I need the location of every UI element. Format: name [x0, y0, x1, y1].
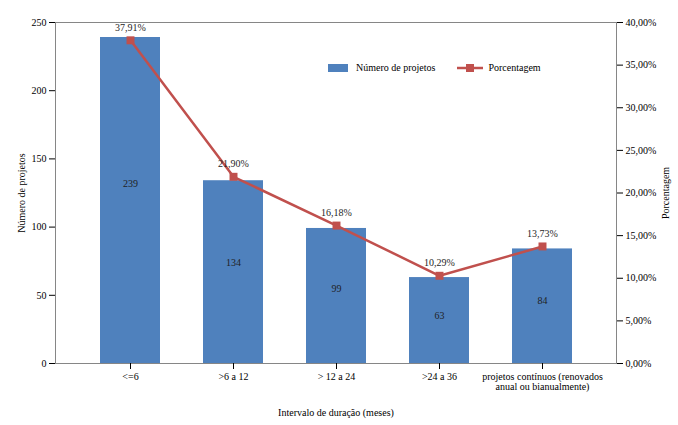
- svg-text:13,73%: 13,73%: [527, 228, 558, 239]
- svg-text:100: 100: [32, 221, 47, 232]
- svg-text:63: 63: [435, 310, 445, 321]
- svg-text:84: 84: [538, 295, 548, 306]
- svg-text:16,18%: 16,18%: [321, 207, 352, 218]
- svg-text:>24 a 36: >24 a 36: [422, 371, 457, 382]
- svg-text:37,91%: 37,91%: [115, 22, 146, 33]
- html-text:Número de projetos: Número de projetos: [356, 62, 436, 73]
- svg-text:Intervalo de duração (meses): Intervalo de duração (meses): [278, 407, 394, 419]
- svg-text:Porcentagem: Porcentagem: [660, 167, 671, 219]
- html-text:Porcentagem: Porcentagem: [488, 62, 541, 73]
- svg-text:10,00%: 10,00%: [626, 272, 657, 283]
- svg-text:10,29%: 10,29%: [424, 257, 455, 268]
- svg-text:35,00%: 35,00%: [626, 59, 657, 70]
- svg-text:40,00%: 40,00%: [626, 17, 657, 28]
- svg-text:200: 200: [32, 85, 47, 96]
- svg-text:25,00%: 25,00%: [626, 145, 657, 156]
- svg-text:99: 99: [332, 283, 342, 294]
- svg-text:Número de projetos: Número de projetos: [16, 153, 27, 233]
- svg-text:30,00%: 30,00%: [626, 102, 657, 113]
- svg-text:134: 134: [226, 257, 241, 268]
- svg-text:5,00%: 5,00%: [626, 315, 652, 326]
- svg-text:50: 50: [37, 290, 47, 301]
- svg-text:<=6: <=6: [122, 371, 138, 382]
- svg-text:0: 0: [42, 358, 47, 369]
- svg-text:0,00%: 0,00%: [626, 358, 652, 369]
- svg-text:>6 a 12: >6 a 12: [218, 371, 248, 382]
- svg-text:250: 250: [32, 17, 47, 28]
- svg-text:15,00%: 15,00%: [626, 230, 657, 241]
- svg-text:150: 150: [32, 153, 47, 164]
- svg-text:> 12 a 24: > 12 a 24: [318, 371, 356, 382]
- svg-text:21,90%: 21,90%: [218, 158, 249, 169]
- svg-text:20,00%: 20,00%: [626, 187, 657, 198]
- svg-text:projetos contínuos (renovadosa: projetos contínuos (renovadosanual ou bi…: [482, 371, 603, 393]
- svg-text:239: 239: [123, 178, 138, 189]
